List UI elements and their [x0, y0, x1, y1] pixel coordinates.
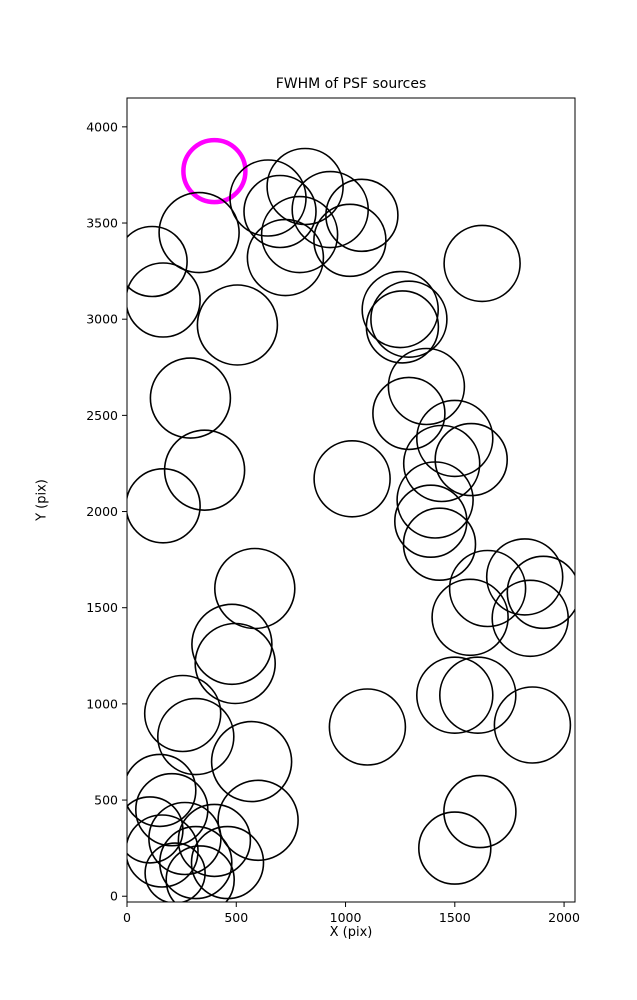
psf-circle [365, 290, 440, 364]
psf-circle [214, 547, 296, 630]
y-tick-label: 2000 [86, 504, 118, 519]
psf-circle [372, 376, 446, 451]
y-tick-label: 2500 [86, 408, 118, 423]
psf-circle [485, 538, 564, 616]
x-axis-label: X (pix) [329, 925, 373, 940]
y-tick-label: 3500 [86, 216, 118, 231]
psf-circle [396, 461, 474, 539]
psf-circle [127, 468, 201, 544]
psf-circle [438, 656, 517, 735]
psf-circle [361, 270, 440, 349]
psf-circle [210, 720, 293, 803]
psf-circle [191, 603, 273, 686]
x-tick-label: 1000 [330, 910, 362, 925]
psf-circle [163, 429, 246, 512]
psf-circle [127, 753, 197, 828]
psf-circle [431, 578, 509, 657]
psf-circle [127, 262, 201, 338]
psf-circle [157, 697, 235, 776]
psf-circle [415, 399, 494, 478]
psf-circle [143, 674, 222, 753]
psf-circle [443, 224, 521, 303]
psf-markers [127, 137, 575, 902]
highlighted-psf-circle [181, 137, 248, 205]
psf-circle [194, 622, 276, 705]
psf-circle [165, 845, 235, 902]
psf-circle [149, 357, 232, 439]
psf-circle [177, 803, 252, 878]
psf-circle [448, 549, 527, 628]
y-tick-label: 1500 [86, 600, 118, 615]
psf-circle [127, 225, 188, 298]
psf-circle [393, 484, 468, 559]
x-tick-label: 1500 [439, 910, 471, 925]
psf-circle [217, 779, 299, 862]
psf-circle [313, 203, 387, 278]
psf-circle [415, 656, 494, 735]
y-tick-label: 4000 [86, 119, 118, 134]
psf-circle [196, 284, 279, 366]
psf-circle [402, 424, 481, 503]
psf-circle [370, 280, 448, 359]
psf-circle [491, 579, 570, 658]
y-tick-label: 500 [94, 793, 118, 808]
y-tick-label: 0 [110, 889, 118, 904]
psf-circle [443, 774, 517, 849]
x-tick-label: 500 [224, 910, 248, 925]
y-tick-label: 3000 [86, 312, 118, 327]
x-tick-label: 2000 [548, 910, 580, 925]
psf-circle [159, 825, 233, 900]
y-tick-label: 1000 [86, 696, 118, 711]
psf-circle [246, 218, 325, 297]
psf-circle [190, 825, 265, 900]
chart-title: FWHM of PSF sources [275, 76, 427, 92]
psf-circle [127, 796, 184, 864]
psf-circle [158, 191, 240, 274]
psf-circle [313, 439, 391, 518]
psf-circle [243, 174, 317, 249]
x-tick-label: 0 [123, 910, 131, 925]
psf-circle [506, 555, 575, 630]
y-axis-label: Y (pix) [34, 479, 50, 521]
psf-circle [402, 507, 477, 582]
psf-circle [127, 814, 199, 888]
psf-circle [328, 688, 407, 766]
axes-spines [126, 97, 576, 903]
psf-circle [260, 195, 339, 274]
psf-circle [493, 686, 572, 764]
psf-circle [148, 801, 222, 876]
psf-circle [229, 159, 307, 237]
psf-circle [434, 422, 509, 497]
psf-circle [325, 178, 399, 253]
psf-circle [144, 842, 206, 902]
psf-circle [417, 811, 492, 885]
psf-circle [387, 347, 466, 426]
